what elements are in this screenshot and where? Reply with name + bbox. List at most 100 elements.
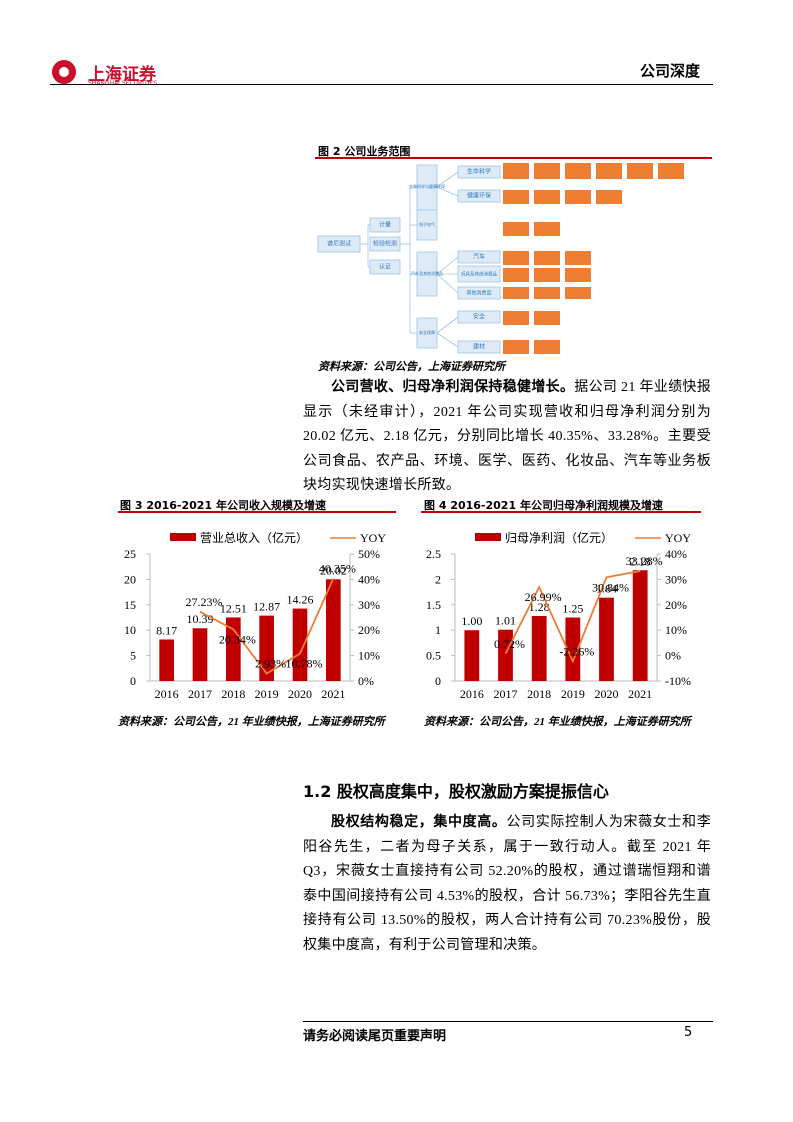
x-tick-label: 2016	[460, 687, 484, 701]
x-tick-label: 2020	[595, 687, 619, 701]
y-tick-label: 1.5	[426, 598, 441, 612]
x-tick-label: 2019	[255, 687, 279, 701]
legend-label: YOY	[665, 531, 691, 545]
data-label: 12.51	[220, 601, 247, 615]
data-label: 14.26	[287, 593, 314, 607]
data-label: 30.84%	[592, 580, 629, 594]
header-rule	[50, 84, 713, 85]
x-tick-label: 2018	[527, 687, 551, 701]
paragraph: 股权结构稳定，集中度高。公司实际控制人为宋薇女士和李阳谷先生，二者为母子关系，属…	[303, 811, 711, 958]
bar	[259, 615, 274, 681]
y-tick-label: 2	[435, 572, 441, 586]
x-tick-label: 2016	[155, 687, 179, 701]
y-tick-label: 15	[124, 598, 136, 612]
y2-tick-label: 40%	[358, 572, 380, 586]
y2-tick-label: 40%	[665, 547, 687, 561]
bar	[159, 639, 174, 681]
figure-title: 图 4 2016-2021 年公司归母净利润规模及增速	[424, 499, 663, 512]
figure-title: 图 3 2016-2021 年公司收入规模及增速	[120, 499, 326, 512]
x-tick-label: 2017	[188, 687, 212, 701]
node: 其他消费品	[466, 290, 491, 297]
y-tick-label: 10	[124, 623, 136, 637]
y2-tick-label: 30%	[358, 598, 380, 612]
data-label: 2.93%	[255, 657, 286, 671]
legend-swatch	[475, 533, 501, 541]
y2-tick-label: 20%	[665, 598, 687, 612]
node: 认证	[379, 263, 391, 271]
node: 计量	[379, 221, 391, 229]
x-tick-label: 2019	[561, 687, 585, 701]
bar	[632, 570, 648, 681]
y2-tick-label: 50%	[358, 547, 380, 561]
x-tick-label: 2017	[494, 687, 518, 701]
connectors	[360, 171, 459, 348]
bar	[292, 608, 308, 681]
logo-icon	[52, 60, 76, 84]
node: 安全保障	[419, 329, 435, 335]
y2-tick-label: 10%	[358, 649, 380, 663]
data-label: 26.99%	[525, 590, 562, 604]
y-tick-label: 0	[130, 674, 136, 688]
leaf-boxes	[503, 163, 684, 354]
y-tick-label: 0	[435, 674, 441, 688]
logo-cn: 上海证券	[88, 65, 156, 85]
y2-tick-label: 30%	[665, 572, 687, 586]
x-tick-label: 2020	[288, 687, 312, 701]
data-label: 40.35%	[319, 562, 356, 576]
section-heading: 1.2 股权高度集中，股权激励方案提振信心	[303, 782, 609, 801]
data-label: 1.00	[461, 614, 482, 628]
profit-chart: 0 0.5 1 1.5 2 2.5 -10% 0% 10% 20% 30% 40% 2016 2017 20…	[426, 530, 691, 701]
y2-tick-label: 0%	[358, 674, 374, 688]
y-tick-label: 25	[124, 547, 136, 561]
paragraph-body: 公司实际控制人为宋薇女士和李阳谷先生，二者为母子关系，属于一致行动人。截至 20…	[303, 815, 711, 953]
y-tick-label: 2.5	[426, 547, 441, 561]
footer-rule	[303, 1021, 713, 1022]
data-label: 8.17	[156, 623, 177, 637]
figure-title: 图 2 公司业务范围	[318, 145, 411, 158]
y2-tick-label: 20%	[358, 623, 380, 637]
bar	[599, 597, 614, 681]
data-label: 0.72%	[494, 637, 525, 651]
y-tick-label: 20	[124, 572, 136, 586]
figure-source: 资料来源：公司公告，21 年业绩快报，上海证券研究所	[118, 716, 385, 728]
paragraph: 公司营收、归母净利润保持稳健增长。据公司 21 年业绩快报显示（未经审计），20…	[303, 376, 711, 499]
revenue-chart: 0 5 10 15 20 25 0% 10% 20% 30% 40% 50% 2016 2017 2018 2…	[124, 530, 386, 701]
x-tick-label: 2018	[221, 687, 245, 701]
y-tick-label: 1	[435, 623, 441, 637]
footer-notice: 请务必阅读尾页重要声明	[303, 1028, 447, 1043]
node: 电子电气	[419, 221, 435, 227]
line	[504, 570, 641, 664]
node: 健康环保	[467, 192, 491, 200]
paragraph-lead: 股权结构稳定，集中度高。	[331, 815, 507, 830]
data-label: 10.78%	[286, 657, 323, 671]
data-label: 10.39	[187, 612, 214, 626]
data-label: 27.23%	[186, 595, 223, 609]
y2-tick-label: -10%	[665, 674, 691, 688]
bar	[531, 615, 547, 681]
y-tick-label: 0.5	[426, 649, 441, 663]
legend-label: 归母净利润（亿元）	[505, 530, 613, 545]
bar	[498, 629, 513, 681]
report-type: 公司深度	[640, 64, 701, 80]
data-label: 12.87	[253, 600, 280, 614]
figure-source: 资料来源：公司公告，21 年业绩快报，上海证券研究所	[424, 716, 691, 728]
figure-rule	[118, 511, 396, 513]
bar	[565, 617, 581, 681]
node: 汽车及其他消费品	[411, 270, 443, 276]
x-tick-label: 2021	[321, 687, 345, 701]
data-label: 1.25	[562, 602, 583, 616]
bar	[192, 628, 208, 681]
paragraph-body: 据公司 21 年业绩快报显示（未经审计），2021 年公司实现营收和归母净利润分…	[303, 380, 711, 493]
paragraph-lead: 公司营收、归母净利润保持稳健增长。	[331, 380, 575, 395]
node: 生命科学	[467, 168, 491, 176]
node: 安全	[473, 313, 485, 321]
node: 玩具及其他消费品	[461, 271, 497, 278]
y2-tick-label: 10%	[665, 623, 687, 637]
legend-label: 营业总收入（亿元）	[200, 530, 308, 545]
figure-rule	[421, 511, 701, 513]
data-label: 2.18	[630, 554, 651, 568]
node: 生命科学与健康环保	[409, 183, 445, 189]
node: 谱尼测试	[327, 240, 351, 248]
data-label: 20.34%	[219, 632, 256, 646]
